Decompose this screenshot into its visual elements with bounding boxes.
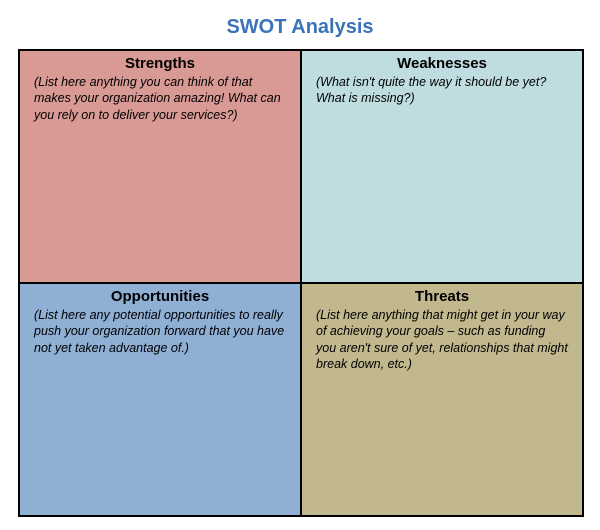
swot-grid: Strengths (List here anything you can th…: [18, 49, 584, 517]
quadrant-threats: Threats (List here anything that might g…: [301, 283, 583, 516]
threats-body: (List here anything that might get in yo…: [312, 307, 572, 372]
threats-heading: Threats: [312, 288, 572, 305]
page-title: SWOT Analysis: [18, 10, 582, 49]
quadrant-opportunities: Opportunities (List here any potential o…: [19, 283, 301, 516]
quadrant-strengths: Strengths (List here anything you can th…: [19, 50, 301, 283]
strengths-heading: Strengths: [30, 55, 290, 72]
opportunities-body: (List here any potential opportunities t…: [30, 307, 290, 356]
weaknesses-body: (What isn't quite the way it should be y…: [312, 74, 572, 107]
strengths-body: (List here anything you can think of tha…: [30, 74, 290, 123]
weaknesses-heading: Weaknesses: [312, 55, 572, 72]
quadrant-weaknesses: Weaknesses (What isn't quite the way it …: [301, 50, 583, 283]
opportunities-heading: Opportunities: [30, 288, 290, 305]
